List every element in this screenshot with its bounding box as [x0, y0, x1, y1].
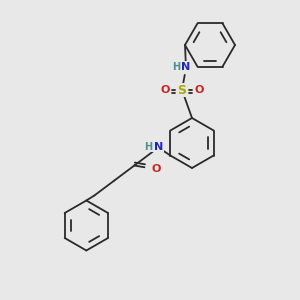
Text: O: O [160, 85, 170, 95]
Text: H: H [144, 142, 152, 152]
Text: H: H [172, 62, 180, 72]
Text: O: O [152, 164, 161, 173]
Text: S: S [178, 83, 187, 97]
Text: O: O [194, 85, 204, 95]
Text: N: N [182, 62, 190, 72]
Text: N: N [154, 142, 163, 152]
